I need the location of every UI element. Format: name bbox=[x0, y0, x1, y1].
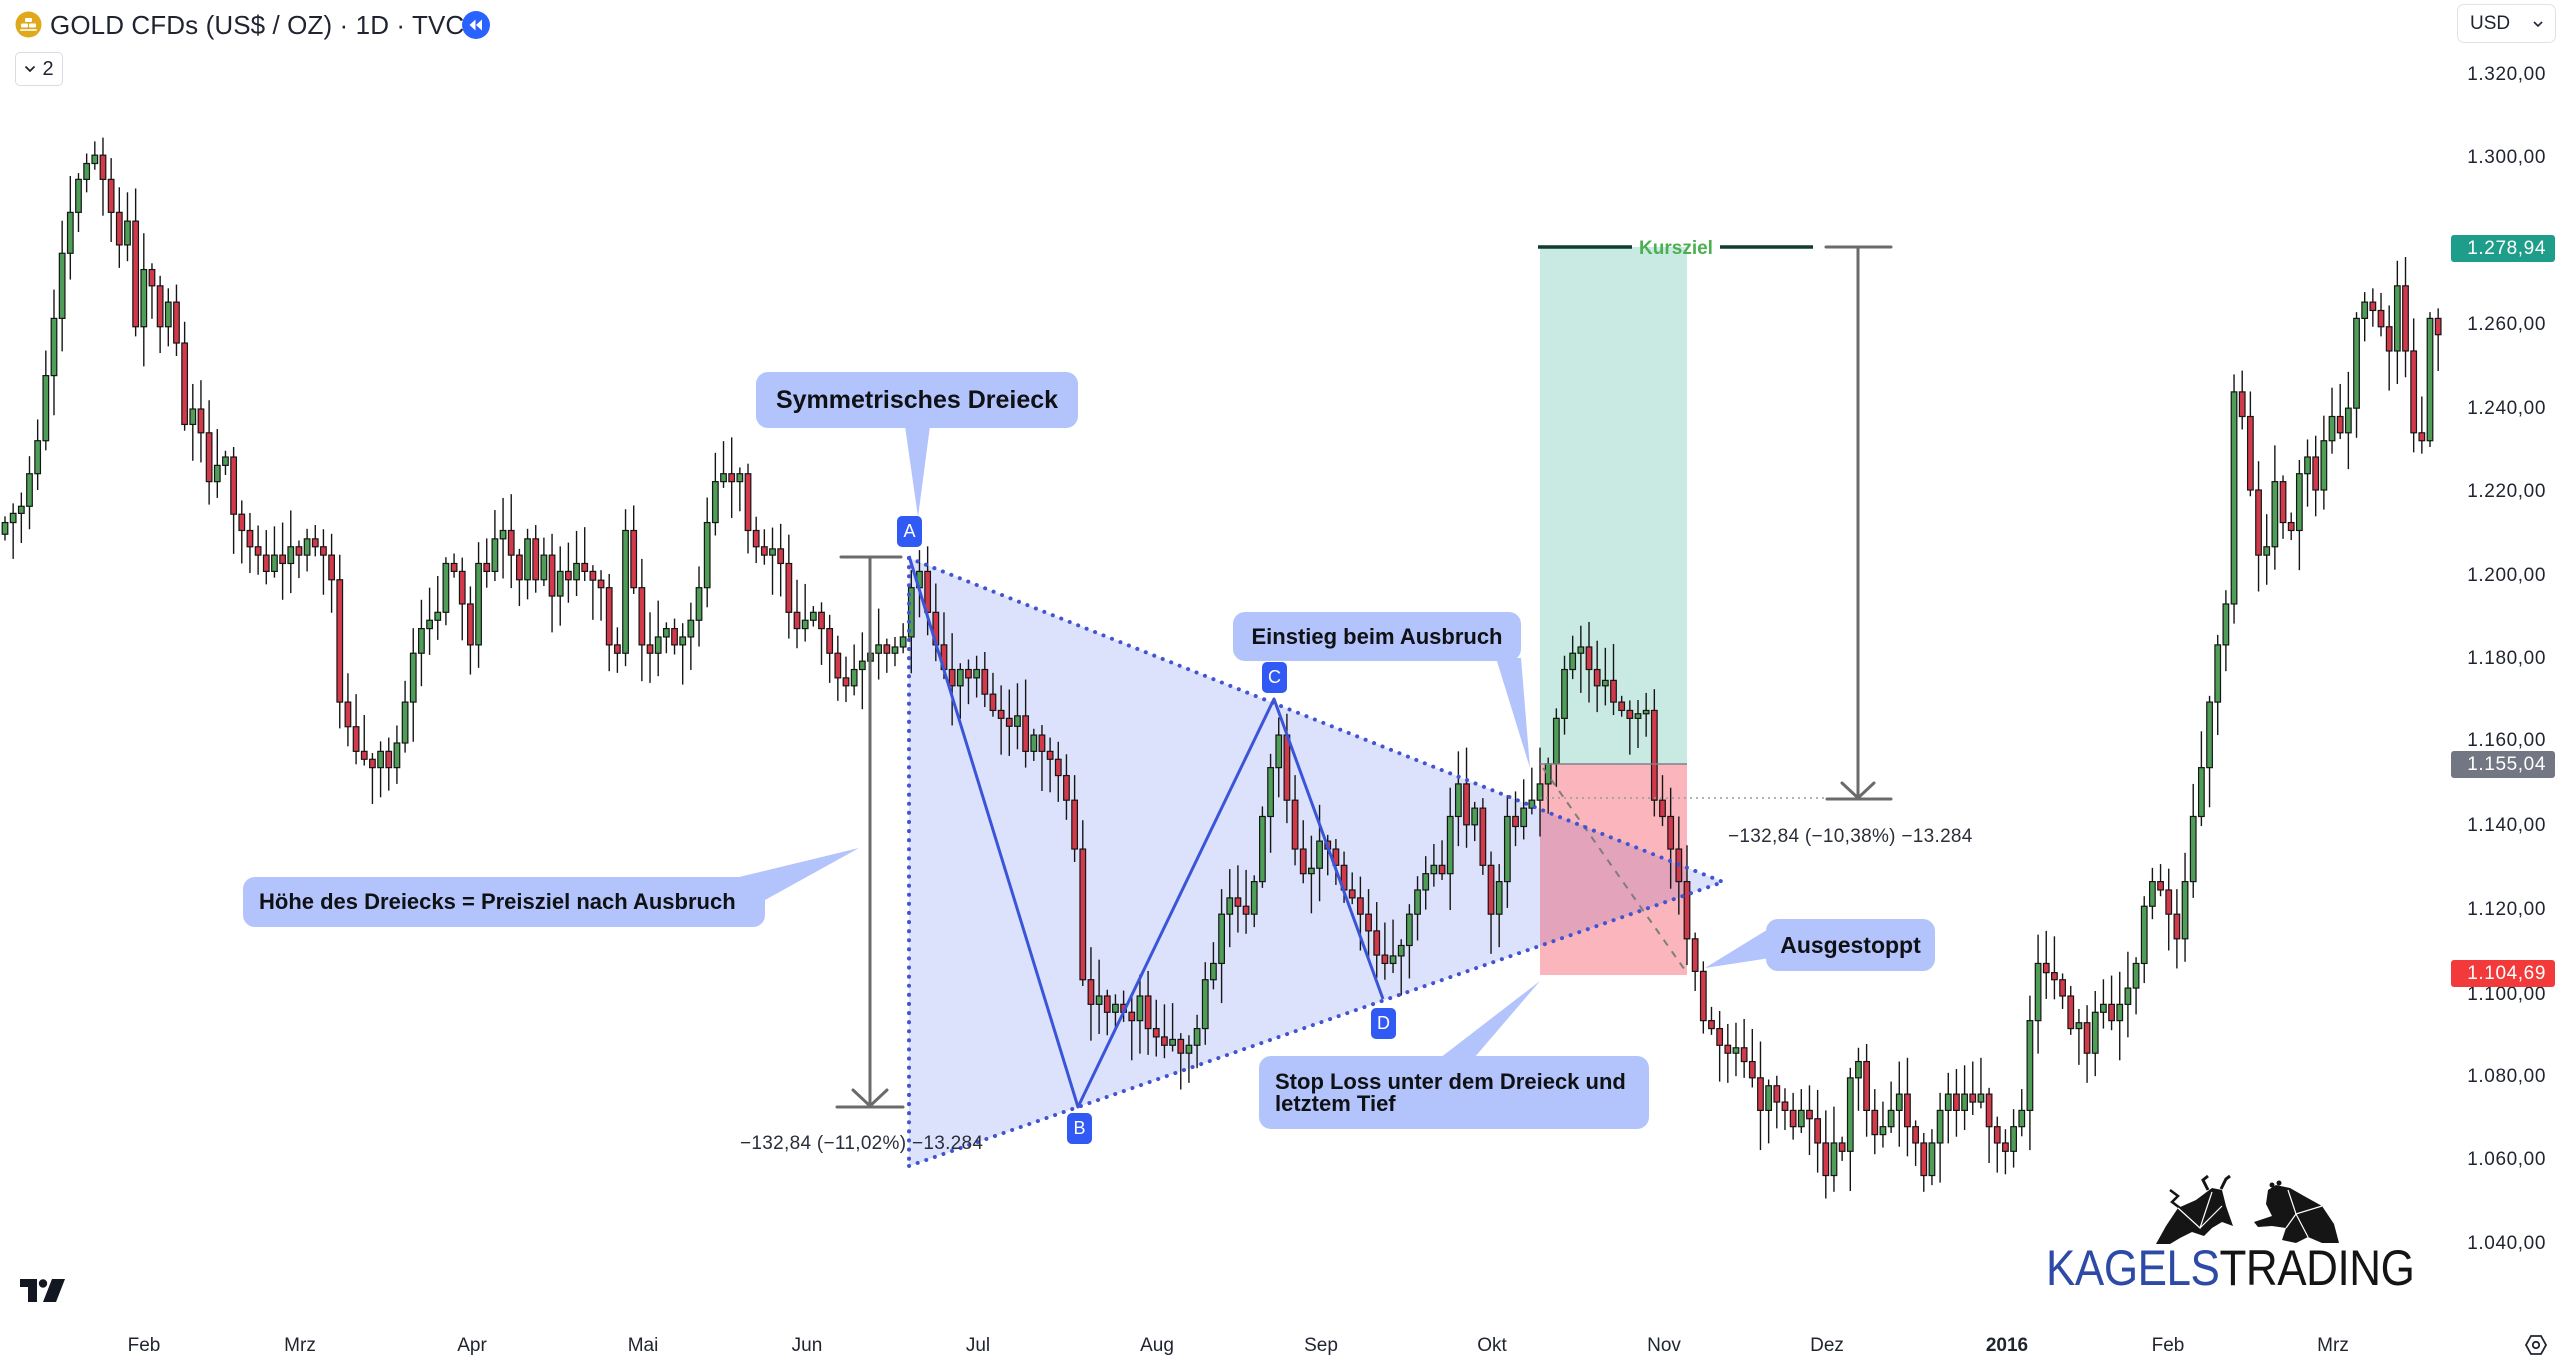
target-line[interactable]: Kursziel bbox=[1538, 238, 1813, 259]
triangle-height-label: −132,84 (−11,02%) −13.284 bbox=[740, 1133, 984, 1154]
time-label: Nov bbox=[1647, 1335, 1681, 1356]
time-label: Feb bbox=[2151, 1335, 2185, 1356]
currency-value: USD bbox=[2470, 12, 2511, 34]
time-label: Dez bbox=[1810, 1335, 1844, 1356]
target-label: Kursziel bbox=[1639, 238, 1713, 259]
time-label-year: 2016 bbox=[1985, 1335, 2029, 1356]
price-tick: 1.040,00 bbox=[2467, 1233, 2546, 1254]
kagels-trading-logo: KAGELSTRADING bbox=[2046, 1238, 2415, 1298]
height-note-callout[interactable]: Höhe des Dreiecks = Preisziel nach Ausbr… bbox=[243, 877, 765, 927]
target-projection-label: −132,84 (−10,38%) −13.284 bbox=[1728, 826, 1973, 847]
time-label: Feb bbox=[127, 1335, 161, 1356]
callout-text: Höhe des Dreiecks = Preisziel nach Ausbr… bbox=[259, 889, 736, 914]
point-label-c[interactable]: C bbox=[1262, 662, 1287, 693]
price-tick: 1.300,00 bbox=[2467, 147, 2546, 168]
indicators-toggle-button[interactable]: 2 bbox=[15, 52, 63, 86]
time-label: Jul bbox=[965, 1335, 991, 1356]
bear-icon bbox=[2254, 1180, 2339, 1243]
candlestick-series bbox=[1, 137, 2442, 1199]
callout-pointers bbox=[735, 426, 1770, 1058]
time-label: Mrz bbox=[284, 1335, 316, 1356]
price-tick: 1.260,00 bbox=[2467, 314, 2546, 335]
long-position-lines[interactable] bbox=[1540, 763, 1688, 974]
stop-price-badge: 1.104,69 bbox=[2451, 960, 2555, 987]
bull-icon bbox=[2156, 1174, 2233, 1244]
callout-text: Einstieg beim Ausbruch bbox=[1251, 623, 1503, 649]
price-tick: 1.140,00 bbox=[2467, 815, 2546, 836]
settings-hexagon-icon[interactable] bbox=[2524, 1333, 2548, 1357]
point-label-b[interactable]: B bbox=[1067, 1113, 1092, 1144]
time-label: Okt bbox=[1477, 1335, 1507, 1356]
price-tick: 1.060,00 bbox=[2467, 1149, 2546, 1170]
point-label-d[interactable]: D bbox=[1371, 1008, 1396, 1039]
price-tick: 1.240,00 bbox=[2467, 398, 2546, 419]
target-price-badge: 1.278,94 bbox=[2451, 235, 2555, 262]
chevron-down-icon bbox=[25, 65, 36, 73]
logo-text-trading: TRADING bbox=[2219, 1240, 2415, 1296]
time-label: Jun bbox=[791, 1335, 823, 1356]
rewind-icon[interactable] bbox=[462, 11, 490, 39]
chevron-down-icon bbox=[2533, 21, 2543, 28]
callout-text: Symmetrisches Dreieck bbox=[775, 385, 1059, 414]
time-label: Apr bbox=[457, 1335, 487, 1356]
callout-text-line1: Stop Loss unter dem Dreieck und bbox=[1275, 1068, 1626, 1094]
triangle-border[interactable] bbox=[907, 556, 1725, 1168]
gold-bars-icon[interactable] bbox=[15, 11, 42, 38]
symbol-title[interactable]: GOLD CFDs (US$ / OZ) · 1D · TVC bbox=[50, 10, 465, 40]
entry-note-callout[interactable]: Einstieg beim Ausbruch bbox=[1233, 612, 1521, 661]
long-position-tool[interactable] bbox=[1540, 247, 1687, 975]
price-tick: 1.160,00 bbox=[2467, 730, 2546, 751]
callout-text: Ausgestoppt bbox=[1780, 931, 1921, 958]
abcd-zigzag-line[interactable] bbox=[907, 555, 1385, 1109]
stopped-out-callout[interactable]: Ausgestoppt bbox=[1766, 919, 1935, 971]
price-tick: 1.100,00 bbox=[2467, 984, 2546, 1005]
stop-loss-note-callout[interactable]: Stop Loss unter dem Dreieck und letztem … bbox=[1259, 1056, 1649, 1129]
pattern-title-callout[interactable]: Symmetrisches Dreieck bbox=[756, 372, 1078, 428]
time-label: Mai bbox=[627, 1335, 659, 1356]
triangle-height-measure[interactable] bbox=[835, 555, 905, 1109]
price-tick: 1.180,00 bbox=[2467, 648, 2546, 669]
currency-select[interactable]: USD bbox=[2457, 4, 2556, 43]
time-label: Sep bbox=[1304, 1335, 1338, 1356]
callout-text-line2: letztem Tief bbox=[1275, 1090, 1396, 1116]
symmetrical-triangle-fill[interactable] bbox=[909, 558, 1723, 1166]
time-label: Mrz bbox=[2317, 1335, 2349, 1356]
point-label-a[interactable]: A bbox=[897, 516, 922, 547]
indicators-count: 2 bbox=[42, 57, 54, 80]
price-tick: 1.220,00 bbox=[2467, 481, 2546, 502]
logo-text-kagels: KAGELS bbox=[2046, 1240, 2220, 1296]
time-label: Aug bbox=[1140, 1335, 1174, 1356]
price-tick: 1.120,00 bbox=[2467, 899, 2546, 920]
price-tick: 1.080,00 bbox=[2467, 1066, 2546, 1087]
price-tick: 1.320,00 bbox=[2467, 64, 2546, 85]
target-projection-measure[interactable] bbox=[1824, 245, 1893, 801]
tradingview-logo[interactable] bbox=[20, 1279, 65, 1302]
price-tick: 1.200,00 bbox=[2467, 565, 2546, 586]
entry-price-badge: 1.155,04 bbox=[2451, 751, 2555, 778]
